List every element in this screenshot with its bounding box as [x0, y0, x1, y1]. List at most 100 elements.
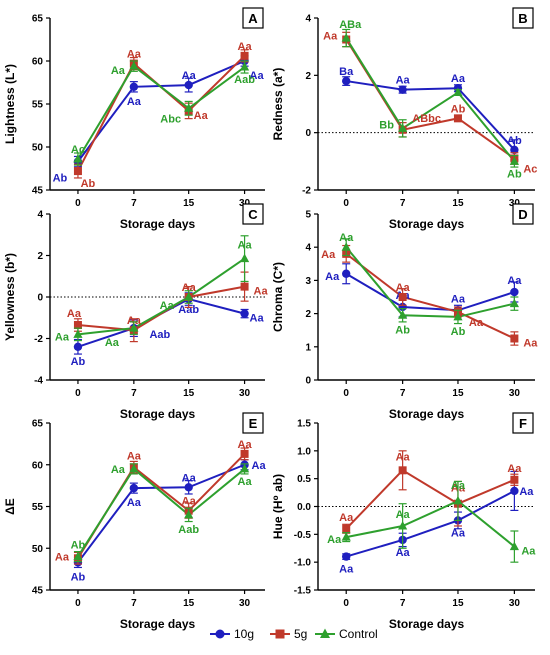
x-tick-label: 30 — [239, 388, 251, 399]
panel-f: -1.5 -1.0 -0.5 0.0 0.5 1.0 1.5 0 7 15 30 Storage da… — [271, 412, 536, 631]
panel-letter: D — [518, 207, 527, 222]
data-point-control — [341, 532, 351, 541]
y-tick-label: 0.0 — [297, 502, 311, 513]
data-point-10g — [184, 80, 193, 90]
y-tick-label: -0.5 — [294, 530, 312, 541]
significance-label: Aa — [160, 300, 175, 312]
x-tick-label: 30 — [239, 598, 251, 609]
y-tick-label: 65 — [32, 419, 44, 430]
x-axis-title: Storage days — [120, 217, 196, 231]
data-point-control — [184, 292, 194, 301]
data-point-10g — [129, 82, 139, 92]
x-tick-label: 0 — [75, 598, 81, 609]
data-point-5g — [453, 114, 462, 123]
y-tick-label: 45 — [32, 586, 44, 597]
significance-label: Aa — [325, 271, 340, 283]
data-point-control — [398, 123, 408, 132]
series-line-control — [77, 64, 246, 160]
x-tick-label: 7 — [131, 598, 137, 609]
x-tick-label: 30 — [509, 598, 521, 609]
series-line-5g — [345, 38, 515, 160]
significance-label: Aa — [339, 512, 354, 524]
significance-label: Aab — [149, 329, 170, 341]
y-tick-label: 4 — [305, 243, 311, 254]
significance-label: Aa — [451, 527, 466, 539]
significance-label: Aa — [521, 546, 536, 558]
significance-label: Aa — [396, 75, 411, 87]
data-point-control — [509, 541, 519, 551]
x-tick-label: 0 — [343, 388, 349, 399]
x-tick-label: 15 — [183, 198, 195, 209]
significance-label: Aa — [396, 451, 411, 463]
data-point-control — [129, 463, 139, 473]
y-axis-title: Hue (H⁰ ab) — [271, 474, 285, 539]
y-tick-label: 55 — [32, 502, 44, 513]
data-point-10g — [240, 309, 249, 318]
panel-letter: F — [519, 416, 527, 431]
data-point-10g — [398, 85, 407, 94]
y-tick-label: 50 — [32, 544, 44, 555]
significance-label: Aa — [396, 509, 411, 521]
x-tick-label: 0 — [75, 198, 81, 209]
data-point-control — [509, 156, 519, 165]
x-axis-title: Storage days — [389, 617, 465, 631]
y-tick-label: -2 — [302, 186, 311, 197]
significance-label: Aa — [327, 534, 342, 546]
significance-label: Aa — [127, 497, 142, 509]
y-tick-label: 2 — [305, 71, 311, 82]
significance-label: Aa — [250, 313, 265, 325]
data-point-control — [398, 310, 408, 319]
panel-letter: B — [518, 11, 527, 26]
data-point-control — [509, 298, 519, 308]
significance-label: Aa — [507, 275, 522, 287]
significance-label: Aa — [451, 73, 466, 85]
panel-letter: A — [248, 11, 258, 26]
legend-marker-circle — [215, 629, 225, 639]
data-point-control — [239, 253, 250, 263]
data-point-control — [239, 463, 250, 473]
significance-label: Aa — [451, 480, 466, 492]
significance-label: Aa — [507, 463, 522, 475]
significance-label: Aa — [111, 65, 126, 77]
data-point-control — [341, 242, 351, 251]
y-axis-title: Yellowness (b*) — [3, 253, 17, 341]
significance-label: Aa — [182, 472, 197, 484]
significance-label: Aa — [55, 331, 70, 343]
significance-label: Aa — [523, 338, 538, 350]
y-tick-label: 0 — [37, 293, 43, 304]
y-tick-label: 45 — [32, 186, 44, 197]
legend-marker-square — [275, 629, 285, 639]
data-point-5g — [398, 466, 407, 475]
data-point-5g — [73, 321, 82, 330]
significance-label: Aa — [182, 70, 197, 82]
y-tick-label: -4 — [34, 376, 43, 387]
panel-letter-box — [242, 412, 264, 434]
data-point-10g — [73, 342, 83, 351]
x-tick-label: 0 — [343, 598, 349, 609]
x-tick-label: 15 — [452, 388, 464, 399]
y-tick-label: 1.0 — [297, 446, 311, 457]
data-point-control — [73, 551, 83, 561]
legend-label: 10g — [234, 627, 254, 641]
significance-label: Aa — [111, 464, 126, 476]
y-axis-title: Lightness (L*) — [3, 64, 17, 144]
significance-label: Aa — [194, 110, 209, 122]
significance-label: Aa — [339, 564, 354, 576]
data-point-control — [129, 61, 139, 70]
panel-letter-box — [512, 7, 534, 29]
data-point-5g — [510, 334, 519, 343]
significance-label: Aa — [127, 96, 142, 108]
x-tick-label: 30 — [509, 388, 521, 399]
significance-label: Abc — [160, 113, 181, 125]
significance-label: ABa — [339, 19, 362, 31]
significance-label: Aa — [182, 496, 197, 508]
data-point-10g — [342, 76, 351, 86]
y-tick-label: -2 — [34, 334, 43, 345]
data-point-control — [453, 495, 463, 505]
panel-letter: E — [249, 416, 258, 431]
data-point-10g — [342, 269, 351, 278]
x-axis-title: Storage days — [120, 617, 196, 631]
